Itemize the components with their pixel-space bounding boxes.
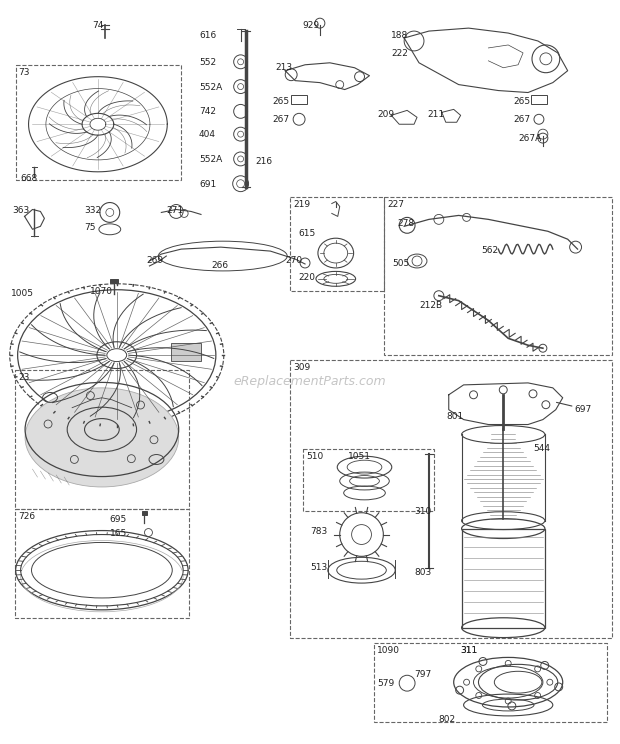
Text: 212B: 212B bbox=[419, 301, 442, 310]
Text: 74: 74 bbox=[92, 21, 104, 31]
Text: 266: 266 bbox=[211, 261, 228, 270]
Text: 801: 801 bbox=[447, 411, 464, 420]
Text: 513: 513 bbox=[310, 563, 327, 572]
Bar bbox=[171, 343, 201, 361]
Text: 929: 929 bbox=[302, 21, 319, 31]
Text: eReplacementParts.com: eReplacementParts.com bbox=[234, 376, 386, 388]
Bar bbox=[462, 528, 545, 628]
Text: 505: 505 bbox=[392, 259, 409, 268]
Text: 332: 332 bbox=[84, 207, 101, 216]
Text: 267: 267 bbox=[513, 115, 530, 124]
Text: 697: 697 bbox=[575, 405, 592, 414]
Text: 783: 783 bbox=[310, 527, 327, 536]
Text: 552A: 552A bbox=[199, 83, 222, 92]
Bar bbox=[16, 65, 181, 180]
Text: 363: 363 bbox=[12, 207, 30, 216]
Bar bbox=[290, 196, 384, 291]
Text: 269: 269 bbox=[146, 256, 164, 265]
Bar bbox=[15, 509, 189, 618]
Text: 668: 668 bbox=[20, 174, 38, 183]
Text: 220: 220 bbox=[298, 273, 315, 282]
Text: 165: 165 bbox=[110, 528, 127, 538]
Text: 278: 278 bbox=[397, 219, 414, 228]
Text: 310: 310 bbox=[414, 507, 432, 516]
Text: 216: 216 bbox=[255, 157, 273, 166]
Text: 265: 265 bbox=[513, 97, 530, 106]
Text: 75: 75 bbox=[84, 223, 95, 232]
Text: 726: 726 bbox=[19, 512, 36, 521]
Text: 797: 797 bbox=[414, 670, 432, 679]
Text: 265: 265 bbox=[272, 97, 290, 106]
Text: 552: 552 bbox=[199, 58, 216, 67]
Bar bbox=[291, 94, 307, 104]
Text: 209: 209 bbox=[378, 110, 394, 119]
Text: 267A: 267A bbox=[518, 134, 541, 143]
Text: 803: 803 bbox=[414, 568, 432, 577]
Bar bbox=[110, 279, 118, 283]
Text: 579: 579 bbox=[378, 679, 395, 688]
Bar bbox=[290, 360, 613, 638]
Text: 219: 219 bbox=[293, 199, 310, 208]
Bar bbox=[303, 449, 434, 510]
Text: 544: 544 bbox=[533, 444, 550, 453]
Text: 188: 188 bbox=[391, 31, 409, 40]
Ellipse shape bbox=[25, 388, 179, 487]
Text: 1005: 1005 bbox=[11, 289, 33, 298]
Text: 211: 211 bbox=[427, 110, 444, 119]
Text: 311: 311 bbox=[461, 646, 478, 655]
Text: 695: 695 bbox=[110, 515, 127, 524]
Bar bbox=[384, 196, 613, 355]
Text: 616: 616 bbox=[199, 31, 216, 40]
Text: 271: 271 bbox=[166, 207, 184, 216]
Text: 562: 562 bbox=[482, 246, 498, 255]
Text: 73: 73 bbox=[19, 68, 30, 77]
Text: 23: 23 bbox=[19, 373, 30, 382]
Text: 213: 213 bbox=[275, 62, 293, 71]
Text: 552A: 552A bbox=[199, 155, 222, 164]
Bar bbox=[531, 94, 547, 104]
Text: 1051: 1051 bbox=[348, 452, 371, 461]
Text: 404: 404 bbox=[199, 130, 216, 139]
Text: 510: 510 bbox=[306, 452, 323, 461]
Text: 691: 691 bbox=[199, 180, 216, 189]
Text: 615: 615 bbox=[298, 229, 316, 238]
Bar bbox=[141, 510, 148, 515]
Text: 227: 227 bbox=[388, 199, 404, 208]
Bar bbox=[374, 643, 608, 722]
Text: 267: 267 bbox=[272, 115, 290, 124]
Text: 222: 222 bbox=[391, 49, 408, 58]
Bar bbox=[15, 370, 189, 509]
Text: 309: 309 bbox=[293, 363, 311, 372]
Text: 802: 802 bbox=[439, 715, 456, 724]
Text: 270: 270 bbox=[285, 256, 303, 265]
Text: 1090: 1090 bbox=[378, 646, 401, 655]
Text: 1070: 1070 bbox=[90, 286, 113, 296]
Text: 311: 311 bbox=[461, 646, 478, 655]
Text: 742: 742 bbox=[199, 107, 216, 116]
